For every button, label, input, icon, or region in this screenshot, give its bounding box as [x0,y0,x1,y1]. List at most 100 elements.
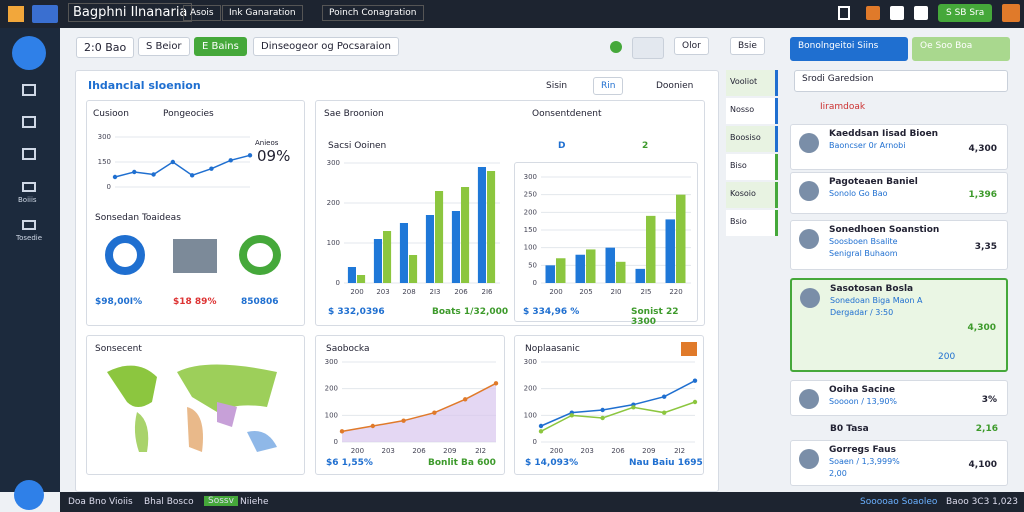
item-detail: 1,396 [968,190,997,200]
list-item[interactable]: Kaeddsan Iisad Bioen Baoncser 0r Arnobi 4,… [790,124,1008,170]
item-detail: Senigral Buhaom [829,249,898,258]
footer-item[interactable]: Sossv [204,496,238,506]
line-chart: 0 150 300 [98,133,253,191]
icon[interactable] [838,6,850,20]
bar [373,239,382,283]
area-chart: 0 100 200 300 200 203 206 209 2I2 [325,358,499,455]
vertical-tab[interactable]: Nosso [726,98,778,124]
search[interactable] [632,37,664,59]
control[interactable]: Sisin [546,81,568,91]
tab[interactable]: Oonsentdenent [532,109,602,119]
tab[interactable]: Cusioon [93,109,129,119]
control[interactable]: Doonien [656,81,694,91]
tab[interactable]: Sae Broonion [324,109,384,119]
card: Saobocka 0 100 200 300 200 203 206 209 2I2 $6 1,… [315,335,505,475]
list-item[interactable]: Pagoteaen Baniel Sonolo Go Bao 1,396 [790,172,1008,214]
y-tick-label: 300 [325,358,338,366]
action-button[interactable]: Oe Soo Boa [912,37,1010,61]
big-number: 09% [257,147,291,165]
y-tick-label: 200 [524,208,537,216]
point [209,166,214,171]
footer-item[interactable]: Bhal Bosco [144,497,194,507]
icon[interactable] [22,182,36,192]
toolbar-button[interactable]: S Beior [138,37,190,56]
icon [239,235,281,275]
bar [586,249,596,283]
toolbar-button[interactable]: Dinseogeor og Pocsaraion [253,37,399,56]
y-tick-label: 300 [524,358,537,366]
bar-chart: 0 50 100 150 200 250 300 200 205 2I0 2I5 220 [524,173,691,296]
list-item[interactable]: Sasotosan Bosla Sonedoan Biga Maon A Derga… [790,278,1008,372]
item-detail: Soosboen Bsalite [829,237,898,246]
map [107,364,277,452]
toolbar-button[interactable]: 2:0 Bao [76,37,135,58]
line [540,380,696,427]
vertical-tab[interactable]: Vooliot [726,70,778,96]
action-button[interactable]: Bonolngeitoi Siins [790,37,908,61]
vertical-tab[interactable]: Biso [726,154,778,180]
item-name: Sasotosan Bosla [830,284,914,294]
avatar [799,389,819,409]
tab[interactable]: Pongeocies [163,109,214,119]
bar-chart: 0 100 200 300 200 203 208 2I3 206 2I6 [327,159,500,296]
y-tick-label: 0 [533,279,537,287]
toolbar-button[interactable]: Olor [674,37,709,55]
point [228,158,233,163]
icon[interactable] [22,148,36,160]
tab[interactable]: Ink Ganaration [222,5,303,21]
control[interactable]: Rin [593,77,624,95]
icon[interactable] [22,84,36,96]
list-item[interactable]: Sonedhoen Soanstion Soosboen Bsalite Senig… [790,220,1008,270]
icon[interactable] [890,6,904,20]
status [610,41,622,53]
x-tick-label: 203 [382,447,395,455]
vertical-tab[interactable]: Boosiso [726,126,778,152]
tab[interactable]: Poinch Conagration [322,5,424,21]
x-tick-label: 2I6 [482,288,494,296]
stat: $ 334,96 % [523,307,580,317]
point [692,399,698,405]
avatar [799,181,819,201]
select[interactable]: Srodi Garedsion [794,70,1008,92]
tab[interactable]: Asois [183,5,221,21]
icon[interactable] [22,220,36,230]
top-button[interactable]: S SB Sra [938,4,993,22]
nav-label[interactable]: Boiiis [18,196,37,204]
point [132,169,137,175]
vertical-tab[interactable]: Bsio [726,210,778,236]
toolbar-button[interactable]: E Bains [194,37,247,56]
stat: Bonlit Ba 600 [428,458,496,468]
icon[interactable] [22,116,36,128]
point [692,378,698,383]
card: Noplaasanic 0 100 200 300 200 203 206 209 2I2 $ … [514,335,704,475]
icon[interactable] [914,6,928,20]
stat: $6 1,55% [326,458,373,468]
bar [575,254,585,283]
footer-item[interactable]: Niiehe [240,497,269,507]
item-name: Pagoteaen Baniel [829,177,918,187]
brand: Bagphni Ilnanaria [68,3,193,22]
logo [8,6,24,22]
list-item[interactable]: Gorregs Faus Soaen / 1,3,999% 2,00 4,100 [790,440,1008,486]
nav-label[interactable]: Tosedie [16,234,43,242]
help[interactable] [14,480,44,510]
list-item[interactable]: B0 Tasa 2,16 [790,420,1008,440]
y-tick-label: 300 [524,173,537,181]
stat: $ 14,093% [525,458,579,468]
bar [545,265,555,283]
toolbar-button[interactable]: Bsie [730,37,765,55]
list-item[interactable]: Ooiha Sacine Soooon / 13,90% 3% [790,380,1008,416]
logo-mark [32,5,58,23]
icon[interactable] [866,6,880,20]
footer-item[interactable]: Doa Bno Vioiis [68,497,133,507]
line [114,154,251,178]
item-detail: Sonedoan Biga Maon A [830,296,923,305]
chart-title: Sacsi Ooinen [328,141,387,151]
card: Sonsecent [86,335,305,475]
x-tick-label: 220 [669,288,682,296]
icon[interactable] [681,342,697,356]
vertical-tab[interactable]: Kosoio [726,182,778,208]
bar [357,275,366,283]
avatar[interactable] [12,36,46,70]
icon[interactable] [1002,4,1020,22]
